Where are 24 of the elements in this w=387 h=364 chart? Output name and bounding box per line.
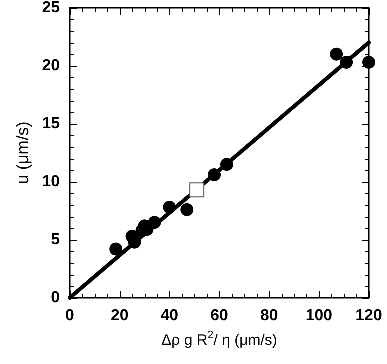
y-tick-label: 20: [42, 58, 60, 74]
y-axis-title: u (μm/s): [13, 122, 32, 184]
point: [180, 203, 194, 216]
y-tick-label: 10: [42, 174, 60, 190]
point: [362, 56, 376, 70]
point: [220, 158, 234, 172]
x-tick-label: 20: [110, 308, 129, 324]
y-tick-label: 5: [51, 232, 60, 248]
x-tick-label: 100: [306, 308, 333, 324]
point: [208, 168, 222, 182]
x-tick-label: 40: [160, 308, 179, 324]
point: [148, 216, 162, 230]
point: [190, 182, 205, 198]
y-tick-label: 0: [51, 290, 60, 306]
x-tick-label: 80: [260, 308, 278, 324]
x-tick-label: 60: [210, 308, 228, 324]
x-tick-label: 120: [356, 308, 382, 324]
point: [340, 56, 354, 70]
point: [163, 201, 176, 214]
y-tick-label: 25: [42, 0, 60, 16]
x-tick-label: 0: [66, 308, 75, 324]
y-tick-label: 15: [42, 116, 60, 132]
point: [110, 242, 123, 256]
point: [330, 48, 344, 61]
